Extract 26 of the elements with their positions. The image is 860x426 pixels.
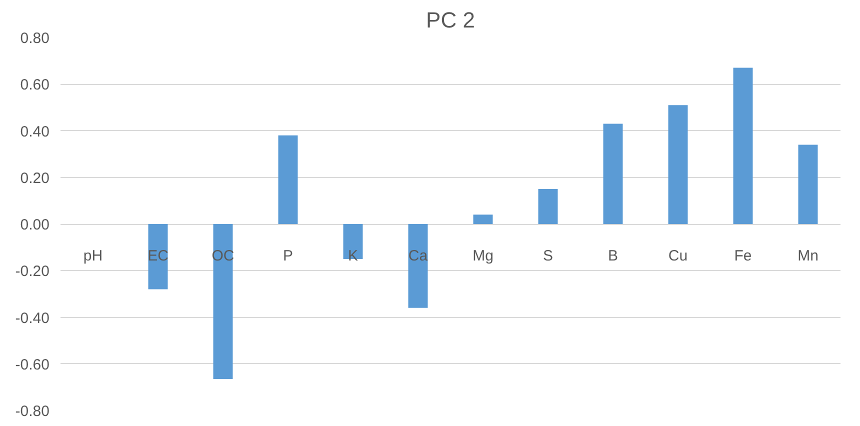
x-tick-label: S <box>543 248 554 264</box>
bar <box>538 189 558 224</box>
x-tick-label: B <box>608 248 618 264</box>
x-tick-label: Cu <box>668 248 688 264</box>
y-tick-label: 0.80 <box>20 30 50 47</box>
x-tick-label: Mg <box>472 248 494 264</box>
bar <box>733 68 753 224</box>
y-tick-label: -0.20 <box>15 263 50 280</box>
x-tick-label: P <box>283 248 294 264</box>
x-tick-label: Fe <box>734 248 752 264</box>
x-tick-label: pH <box>83 248 103 264</box>
y-tick-label: 0.40 <box>20 123 50 140</box>
bar <box>798 144 818 224</box>
bar <box>668 105 688 224</box>
x-tick-label: Mn <box>798 248 818 264</box>
y-tick-label: -0.80 <box>15 403 50 420</box>
bar <box>278 135 298 224</box>
bar <box>603 124 623 224</box>
y-tick-label: -0.60 <box>15 356 50 374</box>
y-tick-label: 0.60 <box>20 76 50 94</box>
bar <box>473 214 493 224</box>
y-tick-label: -0.40 <box>15 310 50 327</box>
y-tick-label: 0.00 <box>20 216 50 234</box>
chart-title: PC 2 <box>426 8 475 32</box>
y-tick-label: 0.20 <box>20 170 50 187</box>
bar <box>213 224 233 380</box>
